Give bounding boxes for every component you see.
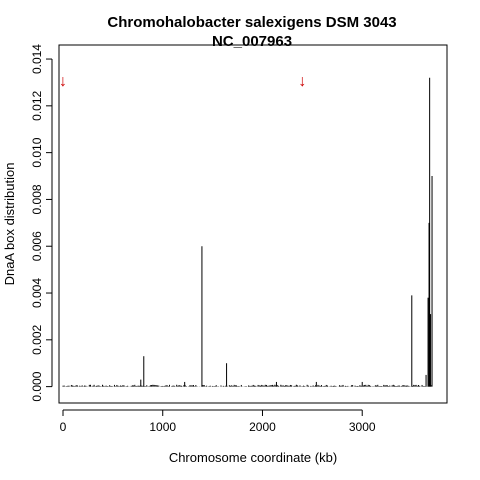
y-tick-label: 0.004	[30, 278, 44, 308]
x-tick-label: 0	[60, 420, 67, 434]
y-axis-label: DnaA box distribution	[2, 163, 17, 286]
x-tick-label: 1000	[149, 420, 176, 434]
y-tick-label: 0.002	[30, 324, 44, 354]
chart-subtitle: NC_007963	[212, 33, 292, 50]
chart-title: Chromohalobacter salexigens DSM 3043	[107, 14, 396, 31]
x-axis-label: Chromosome coordinate (kb)	[169, 450, 337, 465]
y-tick-label: 0.008	[30, 184, 44, 214]
bar-series	[62, 77, 433, 387]
y-tick-label: 0.010	[30, 137, 44, 167]
plot-frame	[58, 44, 448, 404]
marker-arrow: ↓	[59, 73, 67, 90]
y-axis: 0.000 0.002 0.004 0.006 0.008 0.010 0.012 0.014	[30, 44, 53, 402]
x-tick-label: 2000	[249, 420, 276, 434]
x-tick-label: 3000	[349, 420, 376, 434]
y-tick-label: 0.000	[30, 371, 44, 401]
y-tick-label: 0.012	[30, 90, 44, 120]
marker-group: ↓ ↓	[59, 73, 306, 90]
marker-arrow: ↓	[298, 73, 306, 90]
x-axis: 0 1000 2000 3000	[60, 409, 376, 434]
y-tick-label: 0.014	[30, 44, 44, 74]
y-tick-label: 0.006	[30, 231, 44, 261]
